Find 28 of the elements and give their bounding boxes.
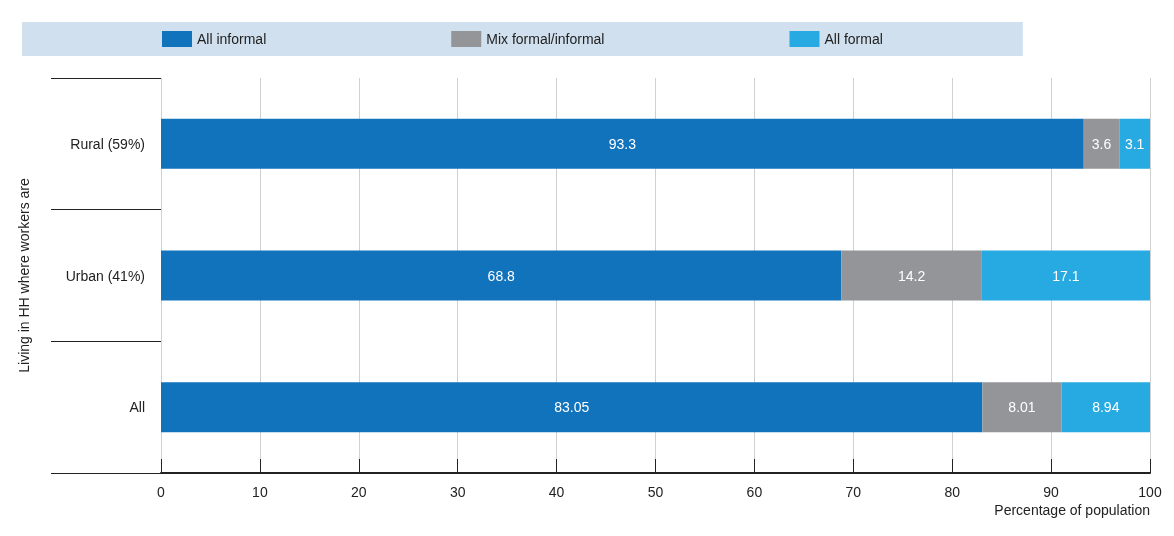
x-tick-label: 50 bbox=[647, 484, 664, 500]
data-label: 68.8 bbox=[487, 267, 516, 284]
x-tick-label: 40 bbox=[548, 484, 565, 500]
data-label: 3.6 bbox=[1091, 135, 1112, 152]
data-label: 17.1 bbox=[1052, 267, 1080, 284]
data-label: 8.01 bbox=[1008, 399, 1036, 416]
legend-label: All formal bbox=[824, 31, 883, 47]
y-tick-label: All bbox=[129, 399, 145, 416]
data-label: 93.3 bbox=[608, 135, 637, 152]
x-tick-label: 90 bbox=[1043, 484, 1060, 500]
x-tick-label: 60 bbox=[746, 484, 763, 500]
y-tick-label: Rural (59%) bbox=[70, 135, 145, 152]
data-label: 14.2 bbox=[898, 267, 926, 284]
x-tick-label: 10 bbox=[252, 484, 268, 500]
data-label: 83.05 bbox=[554, 399, 590, 416]
legend-label: Mix formal/informal bbox=[486, 31, 605, 47]
x-axis-title: Percentage of population bbox=[994, 502, 1150, 518]
data-label: 8.94 bbox=[1092, 399, 1120, 416]
y-axis-title: Living in HH where workers are bbox=[16, 178, 32, 373]
x-tick-label: 0 bbox=[157, 484, 166, 500]
x-tick-label: 100 bbox=[1138, 484, 1162, 500]
x-tick-label: 20 bbox=[351, 484, 367, 500]
x-tick-label: 70 bbox=[845, 484, 862, 500]
y-tick-label: Urban (41%) bbox=[65, 267, 145, 284]
legend-label: All informal bbox=[197, 31, 267, 47]
data-label: 3.1 bbox=[1124, 135, 1145, 152]
x-tick-label: 30 bbox=[449, 484, 466, 500]
x-tick-label: 80 bbox=[944, 484, 961, 500]
